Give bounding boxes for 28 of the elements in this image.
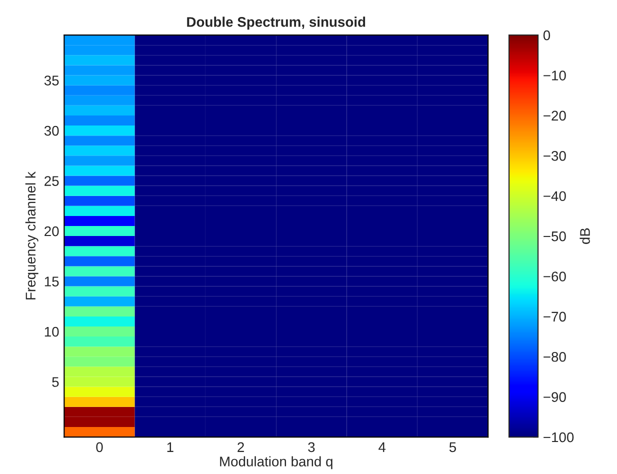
color-bar-label: −100 (544, 432, 574, 442)
x-tick-label: 0 (96, 442, 103, 452)
x-tick-label: 5 (449, 442, 456, 452)
y-axis-title: Frequency channel k (25, 172, 38, 300)
y-tick-label: 5 (52, 377, 59, 387)
color-bar-label: −40 (544, 191, 566, 202)
chart-title: Double Spectrum, sinusoid (187, 16, 366, 30)
y-tick-label: 25 (44, 176, 59, 186)
color-bar-label: 0 (543, 30, 550, 40)
color-bar-label: −30 (544, 150, 566, 161)
x-tick-label: 2 (238, 442, 244, 452)
color-bar-title: dB (580, 228, 590, 244)
color-bar-label: −70 (544, 312, 566, 322)
x-tick-label: 3 (308, 442, 315, 452)
y-tick-label: 20 (44, 226, 59, 236)
color-bar-label: −20 (544, 110, 566, 121)
x-tick-label: 1 (167, 442, 174, 452)
x-tick-label: 4 (378, 442, 386, 452)
color-bar-label: −10 (544, 70, 566, 80)
y-tick-label: 30 (44, 126, 59, 136)
color-bar-label: −90 (544, 392, 566, 402)
y-tick-label: 15 (44, 276, 59, 286)
color-bar-label: −50 (544, 231, 566, 242)
y-tick-label: 10 (44, 326, 59, 337)
x-axis-title: Modulation band q (220, 456, 332, 470)
color-bar-label: −60 (544, 272, 566, 282)
y-tick-label: 35 (44, 76, 59, 86)
color-bar-label: −80 (544, 352, 566, 362)
